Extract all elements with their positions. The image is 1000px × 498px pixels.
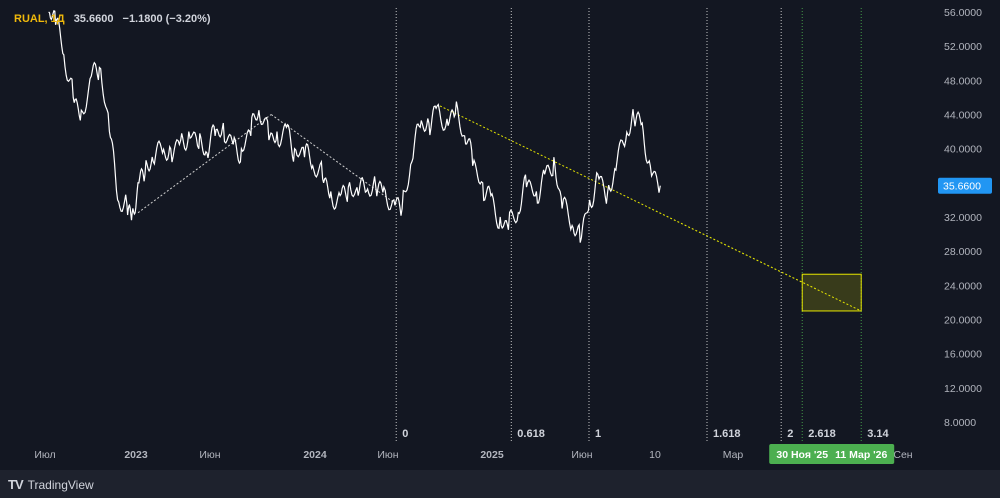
price-chart[interactable]: 0 0.618 1 1.618 2 2.618 3.14 56.0000 52.0000 48.0… [0, 0, 1000, 470]
y-tick-label: 32.0000 [944, 212, 982, 224]
y-tick-label: 48.0000 [944, 75, 982, 87]
y-tick-label: 8.0000 [944, 417, 976, 429]
last-price: 35.6600 [73, 13, 114, 25]
time-tag-label: 30 Ноя '25 [776, 449, 828, 461]
x-tick-label: Июн [377, 449, 398, 461]
fib-time-label: 0 [402, 428, 408, 440]
fib-time-label: 1 [595, 428, 601, 440]
current-price-tag [938, 177, 992, 194]
price-series-line [48, 9, 661, 243]
x-tick-label: 2023 [124, 449, 148, 461]
y-tick-label: 20.0000 [944, 315, 982, 327]
y-tick-label: 12.0000 [944, 383, 982, 395]
symbol-name[interactable]: RUAL, 1Д [14, 13, 65, 25]
y-tick-label: 16.0000 [944, 349, 982, 361]
footer-bar: TV TradingView [0, 470, 1000, 498]
x-tick-label: Мар [723, 449, 744, 461]
time-tag [769, 444, 836, 464]
fib-time-label: 2 [787, 428, 793, 440]
target-box [801, 273, 862, 312]
current-price-label: 35.6600 [943, 181, 981, 193]
x-tick-label: 2025 [480, 449, 504, 461]
x-tick-label: 10 [649, 449, 661, 461]
fib-time-label: 0.618 [517, 428, 545, 440]
y-tick-label: 28.0000 [944, 246, 982, 258]
symbol-legend[interactable]: RUAL, 1Д 35.6600 −1.1800 (−3.20%) [14, 13, 217, 25]
x-tick-label: Июн [571, 449, 592, 461]
time-tag-label: 11 Мар '26 [835, 449, 887, 461]
price-change: −1.1800 (−3.20%) [122, 13, 211, 25]
y-tick-label: 24.0000 [944, 280, 982, 292]
tradingview-logo-icon: TV [8, 477, 24, 492]
brand-name: TradingView [27, 477, 94, 492]
y-tick-label: 56.0000 [944, 7, 982, 19]
x-tick-label: Июн [199, 449, 220, 461]
y-tick-label: 52.0000 [944, 41, 982, 53]
fib-time-label: 3.14 [867, 428, 889, 440]
time-tag [828, 444, 895, 464]
x-tick-label: Сен [893, 449, 912, 461]
x-tick-label: 2024 [303, 449, 327, 461]
trend-line [270, 114, 397, 205]
y-tick-label: 44.0000 [944, 110, 982, 122]
tradingview-brand[interactable]: TV TradingView [8, 477, 94, 492]
chart-background [0, 0, 1000, 470]
fib-time-label: 2.618 [808, 428, 836, 440]
x-tick-label: Июл [34, 449, 55, 461]
fib-time-label: 1.618 [713, 428, 741, 440]
y-tick-label: 40.0000 [944, 144, 982, 156]
